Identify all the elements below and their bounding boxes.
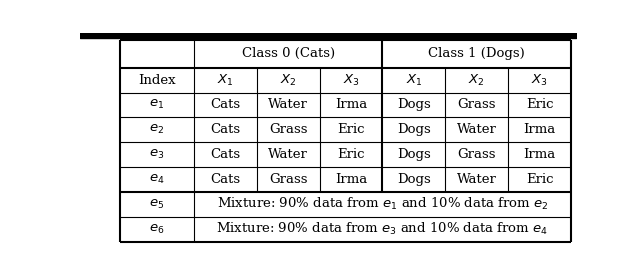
Text: $X_2$: $X_2$ xyxy=(468,73,485,88)
Text: Irma: Irma xyxy=(335,98,367,112)
Text: Grass: Grass xyxy=(269,123,307,136)
Text: Eric: Eric xyxy=(337,148,365,161)
Text: Water: Water xyxy=(268,98,308,112)
Text: Eric: Eric xyxy=(526,173,554,186)
Text: Water: Water xyxy=(268,148,308,161)
Text: $X_2$: $X_2$ xyxy=(280,73,296,88)
Text: Mixture: 90% data from $e_1$ and 10% data from $e_2$: Mixture: 90% data from $e_1$ and 10% dat… xyxy=(216,196,548,213)
Text: Dogs: Dogs xyxy=(397,123,431,136)
Text: $e_6$: $e_6$ xyxy=(149,223,164,236)
Text: $X_1$: $X_1$ xyxy=(406,73,422,88)
Text: $e_5$: $e_5$ xyxy=(149,198,164,211)
Text: Water: Water xyxy=(457,123,497,136)
Text: Grass: Grass xyxy=(269,173,307,186)
Text: Grass: Grass xyxy=(458,98,496,112)
Text: $e_4$: $e_4$ xyxy=(149,173,164,186)
Text: Water: Water xyxy=(457,173,497,186)
Text: Irma: Irma xyxy=(524,148,556,161)
Text: $X_3$: $X_3$ xyxy=(531,73,548,88)
Text: Dogs: Dogs xyxy=(397,148,431,161)
Text: Class 1 (Dogs): Class 1 (Dogs) xyxy=(428,47,525,61)
Text: $e_2$: $e_2$ xyxy=(149,123,164,136)
Text: $X_3$: $X_3$ xyxy=(342,73,360,88)
Text: $e_3$: $e_3$ xyxy=(149,148,164,161)
Text: Cats: Cats xyxy=(211,148,241,161)
Text: Dogs: Dogs xyxy=(397,173,431,186)
Text: Irma: Irma xyxy=(524,123,556,136)
Text: Cats: Cats xyxy=(211,173,241,186)
Text: Index: Index xyxy=(138,73,175,87)
Text: $X_1$: $X_1$ xyxy=(217,73,234,88)
Text: Cats: Cats xyxy=(211,123,241,136)
Text: Mixture: 90% data from $e_3$ and 10% data from $e_4$: Mixture: 90% data from $e_3$ and 10% dat… xyxy=(216,221,548,237)
Text: Eric: Eric xyxy=(526,98,554,112)
Text: Class 0 (Cats): Class 0 (Cats) xyxy=(242,47,335,61)
Text: Irma: Irma xyxy=(335,173,367,186)
Text: Cats: Cats xyxy=(211,98,241,112)
Text: Grass: Grass xyxy=(458,148,496,161)
Text: Eric: Eric xyxy=(337,123,365,136)
Text: $e_1$: $e_1$ xyxy=(149,98,164,112)
Text: Dogs: Dogs xyxy=(397,98,431,112)
